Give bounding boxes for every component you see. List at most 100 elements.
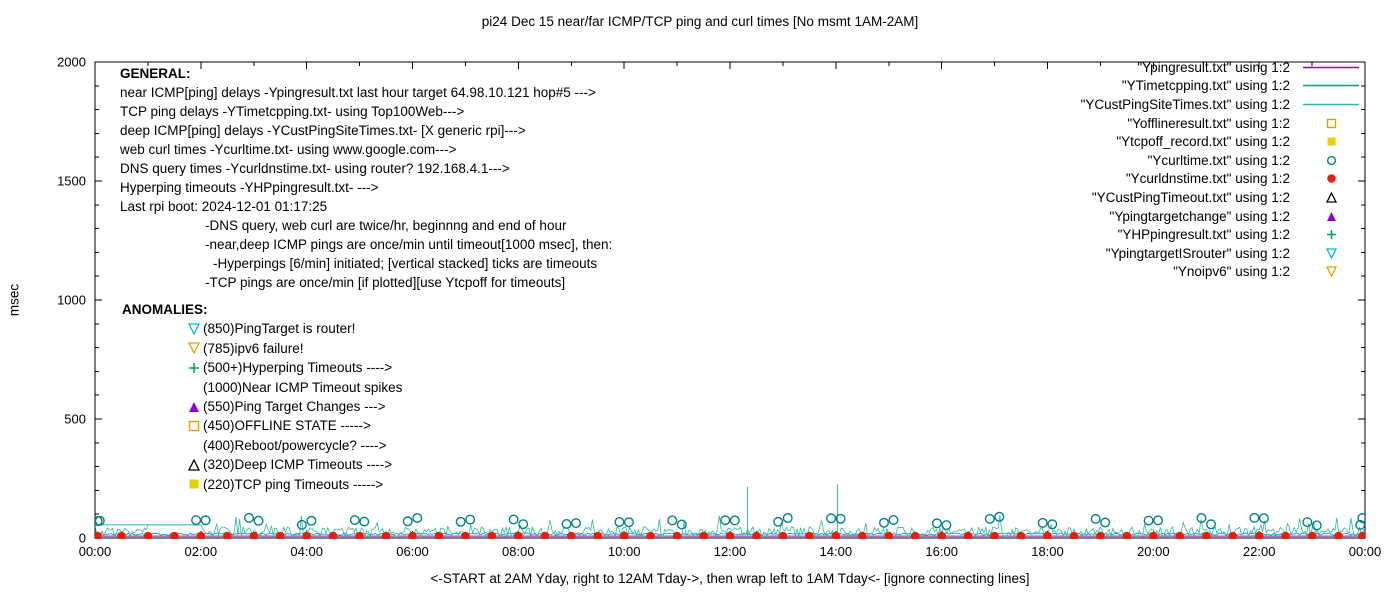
point-Ycurltime.txt bbox=[984, 513, 995, 524]
point-Ycurldnstime.txt bbox=[1016, 531, 1026, 539]
plus-icon bbox=[188, 362, 203, 374]
point-Ycurldnstime.txt bbox=[275, 531, 285, 539]
point-Ycurltime.txt bbox=[1037, 517, 1048, 528]
y-tick-label: 2000 bbox=[57, 55, 86, 70]
general-line: Last rpi boot: 2024-12-01 01:17:25 bbox=[120, 199, 328, 214]
legend-label: "YCustPingSiteTimes.txt" using 1:2 bbox=[1080, 96, 1290, 112]
square-filled-icon bbox=[188, 478, 203, 490]
x-tick-label: 00:00 bbox=[1349, 544, 1382, 559]
triangle-filled-icon bbox=[188, 401, 203, 413]
point-Ycurldnstime.txt bbox=[1202, 531, 1211, 539]
point-Ycurldnstime.txt bbox=[778, 531, 788, 539]
point-Ycurldnstime.txt bbox=[1334, 531, 1343, 539]
anomaly-label: (320)Deep ICMP Timeouts ----> bbox=[203, 457, 393, 473]
point-Ycurltime.txt bbox=[191, 515, 202, 526]
point-Ycurltime.txt bbox=[518, 519, 529, 530]
triangle-open-icon bbox=[188, 458, 203, 471]
general-line: Hyperping timeouts -YHPpingresult.txt- -… bbox=[120, 180, 379, 195]
point-Ycurltime.txt bbox=[826, 513, 837, 524]
point-Ycurltime.txt bbox=[296, 519, 307, 530]
point-Ycurldnstime.txt bbox=[223, 531, 232, 539]
point-Ycurldnstime.txt bbox=[1096, 531, 1105, 539]
legend-label: "Ycurltime.txt" using 1:2 bbox=[1147, 152, 1290, 168]
y-tick-label: 500 bbox=[64, 412, 86, 427]
point-Ycurltime.txt bbox=[941, 520, 952, 531]
general-line: -Hyperpings [6/min] initiated; [vertical… bbox=[213, 256, 598, 271]
legend-label: "Ypingtargetchange" using 1:2 bbox=[1109, 208, 1290, 224]
anomaly-label: (500+)Hyperping Timeouts ----> bbox=[203, 360, 393, 376]
square-open-icon bbox=[188, 420, 203, 432]
triangle-down-open-icon bbox=[1300, 248, 1362, 259]
point-Ycurldnstime.txt bbox=[117, 531, 126, 539]
point-Ycurltime.txt bbox=[571, 518, 582, 529]
legend-item: "Ynoipv6" using 1:2 bbox=[1081, 263, 1362, 282]
legend-label: "YpingtargetISrouter" using 1:2 bbox=[1105, 245, 1290, 261]
point-Ycurltime.txt bbox=[888, 515, 899, 526]
point-Ycurldnstime.txt bbox=[1149, 531, 1158, 539]
point-Ycurldnstime.txt bbox=[1358, 531, 1365, 539]
x-tick-label: 10:00 bbox=[608, 544, 641, 559]
legend-label: "Yofflineresult.txt" using 1:2 bbox=[1127, 115, 1290, 131]
point-Ycurldnstime.txt bbox=[1281, 531, 1290, 539]
anomaly-item: (320)Deep ICMP Timeouts ----> bbox=[188, 455, 402, 474]
general-header: GENERAL: bbox=[120, 66, 191, 81]
point-Ycurldnstime.txt bbox=[355, 531, 364, 539]
legend-label: "Ycurldnstime.txt" using 1:2 bbox=[1125, 171, 1290, 187]
point-Ycurldnstime.txt bbox=[143, 531, 153, 539]
point-Ycurldnstime.txt bbox=[170, 531, 179, 539]
anomaly-list: (850)PingTarget is router! (785)ipv6 fail… bbox=[188, 319, 402, 494]
legend-item: "Ypingresult.txt" using 1:2 bbox=[1081, 58, 1362, 77]
point-Ycurltime.txt bbox=[1153, 515, 1164, 526]
point-Ycurltime.txt bbox=[667, 515, 678, 526]
point-Ycurldnstime.txt bbox=[672, 531, 682, 539]
point-Ycurldnstime.txt bbox=[249, 531, 259, 539]
point-Ycurldnstime.txt bbox=[328, 531, 338, 539]
point-Ycurltime.txt bbox=[782, 513, 793, 524]
x-tick-label: 16:00 bbox=[925, 544, 958, 559]
anomaly-label: (850)PingTarget is router! bbox=[203, 321, 356, 337]
general-line: web curl times -Ycurltime.txt- using www… bbox=[120, 142, 457, 157]
legend-item: "Yofflineresult.txt" using 1:2 bbox=[1081, 114, 1362, 133]
point-Ycurldnstime.txt bbox=[752, 531, 761, 539]
point-Ycurldnstime.txt bbox=[646, 531, 655, 539]
point-Ycurldnstime.txt bbox=[408, 531, 417, 539]
point-Ycurldnstime.txt bbox=[1228, 531, 1237, 539]
legend-label: "Ynoipv6" using 1:2 bbox=[1173, 264, 1290, 280]
point-Ycurltime.txt bbox=[1355, 519, 1365, 530]
legend-item: "Ycurldnstime.txt" using 1:2 bbox=[1081, 170, 1362, 189]
legend-item: "Ycurltime.txt" using 1:2 bbox=[1081, 151, 1362, 170]
point-Ycurltime.txt bbox=[243, 512, 254, 523]
point-Ycurldnstime.txt bbox=[1307, 531, 1317, 539]
point-Ycurldnstime.txt bbox=[619, 531, 629, 539]
anomaly-label: (450)OFFLINE STATE -----> bbox=[203, 418, 371, 434]
point-Ycurltime.txt bbox=[1302, 517, 1313, 528]
point-Ycurldnstime.txt bbox=[805, 531, 814, 539]
point-Ycurltime.txt bbox=[1311, 520, 1322, 531]
legend: "Ypingresult.txt" using 1:2 "YTimetcpping… bbox=[1081, 58, 1362, 281]
anomaly-item: (785)ipv6 failure! bbox=[188, 339, 402, 358]
x-tick-label: 12:00 bbox=[714, 544, 747, 559]
triangle-down-open-icon bbox=[188, 323, 203, 336]
x-tick-label: 08:00 bbox=[502, 544, 535, 559]
legend-line-sample bbox=[1300, 99, 1362, 110]
legend-label: "YTimetcpping.txt" using 1:2 bbox=[1121, 78, 1290, 94]
point-Ycurldnstime.txt bbox=[461, 531, 470, 539]
point-Ycurldnstime.txt bbox=[1254, 531, 1264, 539]
point-Ycurltime.txt bbox=[508, 514, 519, 525]
anomaly-label: (400)Reboot/powercycle? ----> bbox=[203, 437, 387, 453]
point-Ycurltime.txt bbox=[1143, 515, 1154, 526]
point-Ycurltime.txt bbox=[359, 516, 370, 527]
anomaly-item: (450)OFFLINE STATE -----> bbox=[188, 416, 402, 435]
legend-item: "YCustPingTimeout.txt" using 1:2 bbox=[1081, 188, 1362, 207]
point-Ycurltime.txt bbox=[1047, 519, 1058, 530]
legend-line-sample bbox=[1300, 80, 1362, 91]
general-line: deep ICMP[ping] delays -YCustPingSiteTim… bbox=[120, 123, 526, 138]
anomaly-item: (1000)Near ICMP Timeout spikes bbox=[188, 378, 402, 397]
anomaly-label: (785)ipv6 failure! bbox=[203, 340, 304, 356]
point-Ycurltime.txt bbox=[465, 514, 476, 525]
general-line: near ICMP[ping] delays -Ypingresult.txt … bbox=[120, 85, 596, 100]
y-tick-label: 1000 bbox=[57, 293, 86, 308]
anomaly-label: (550)Ping Target Changes ---> bbox=[203, 398, 386, 414]
general-line: -near,deep ICMP pings are once/min until… bbox=[205, 237, 613, 252]
